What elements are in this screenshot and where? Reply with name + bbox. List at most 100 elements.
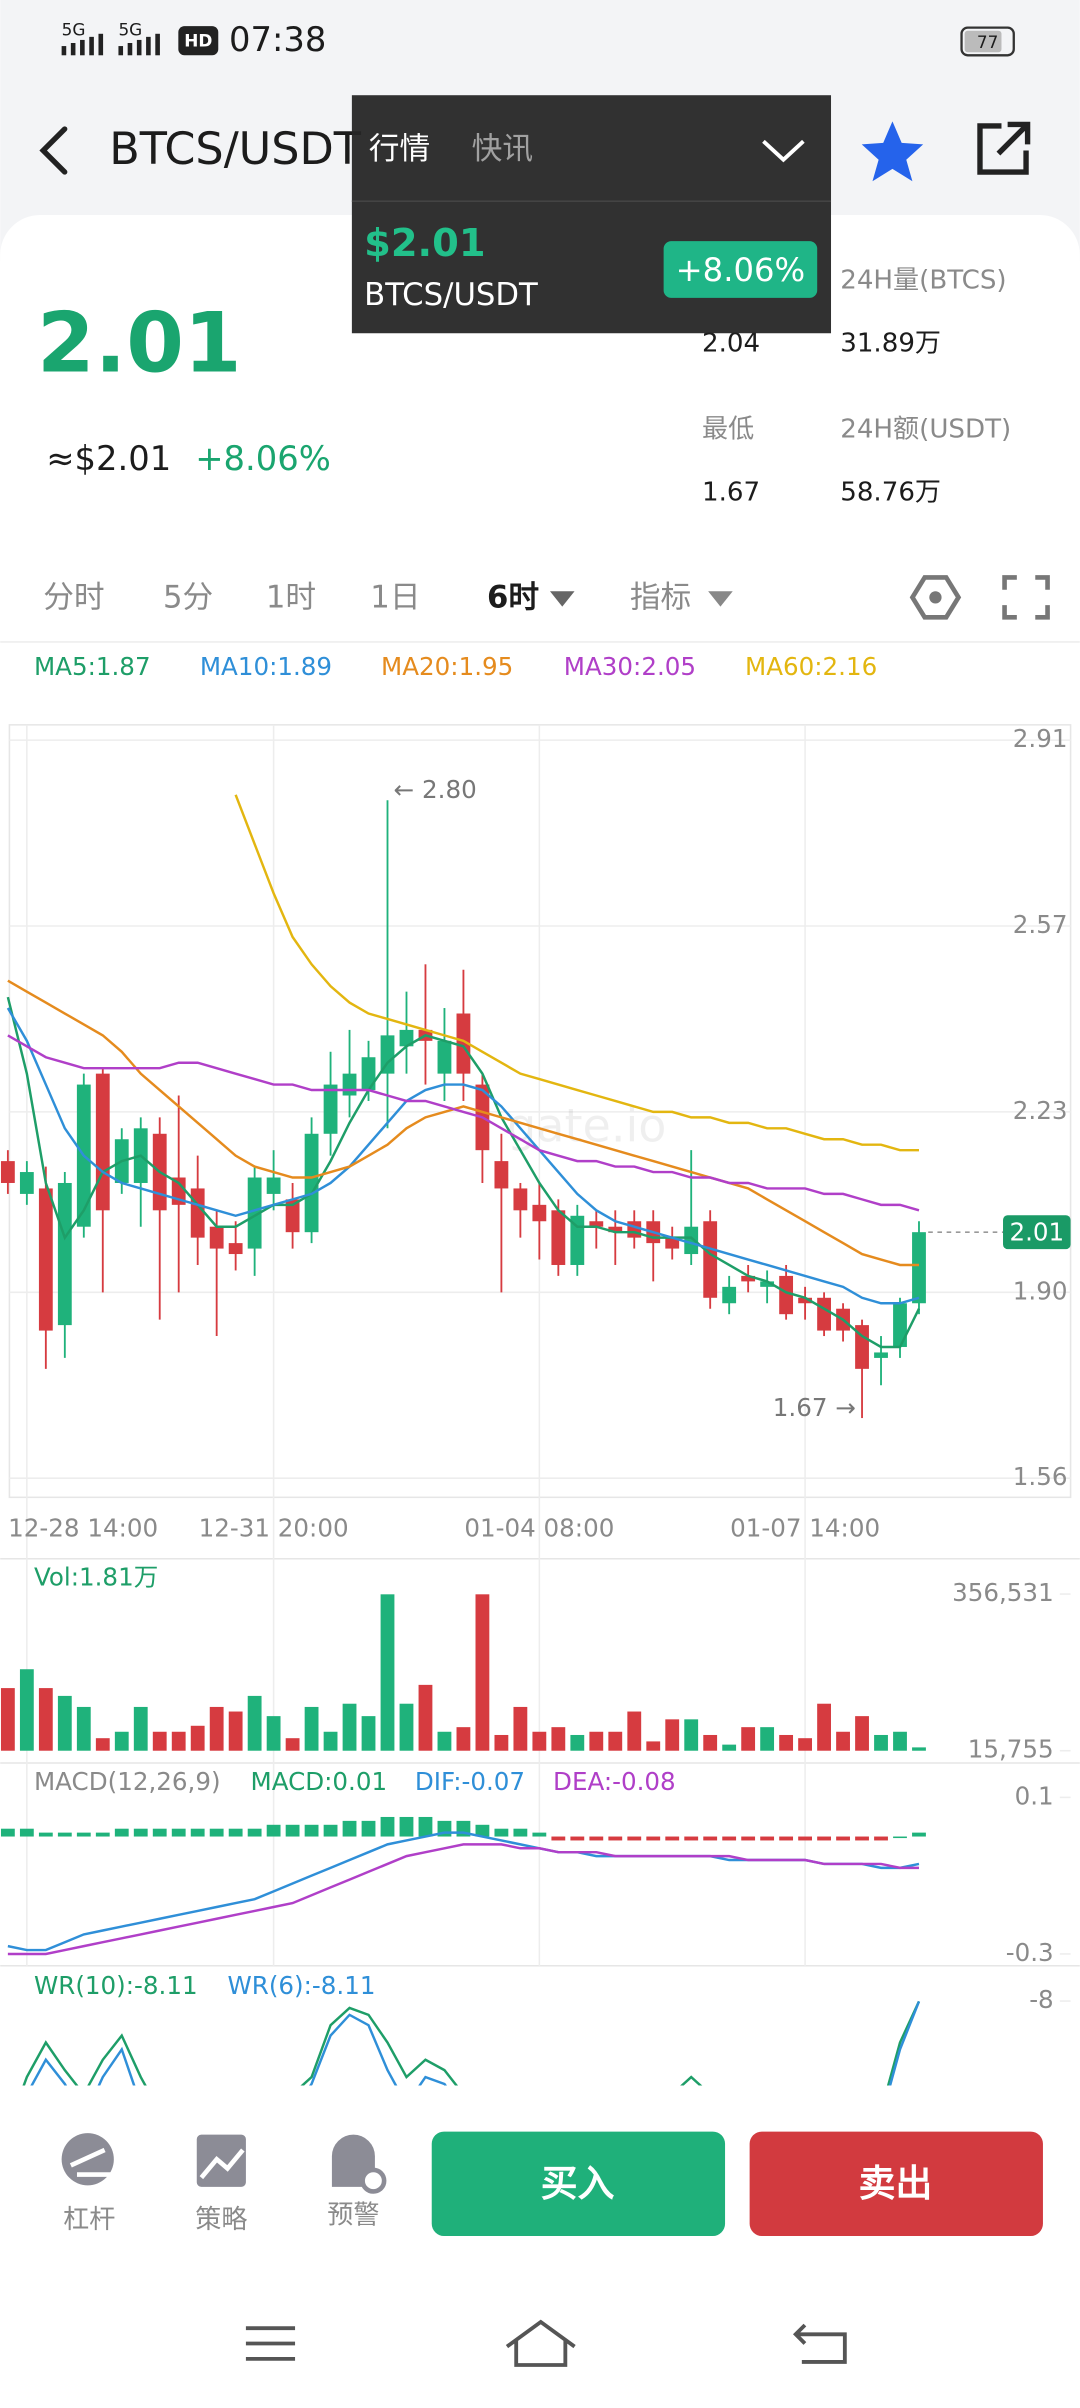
leverage-button[interactable]: 杠杆 <box>61 2133 116 2235</box>
volume-bar <box>722 1744 737 1751</box>
candle-body <box>741 1275 756 1282</box>
volume-bar <box>855 1716 869 1751</box>
strategy-button[interactable]: 策略 <box>195 2134 247 2236</box>
volume-bar <box>779 1734 794 1751</box>
macd-bar <box>95 1832 110 1837</box>
candle-body <box>266 1177 281 1194</box>
settings-icon-dot <box>929 591 942 604</box>
macd-bar <box>912 1832 926 1837</box>
candle-body <box>760 1281 775 1287</box>
interval-tab[interactable]: 1日 <box>370 579 420 615</box>
popup-tab[interactable]: 行情 <box>369 131 430 167</box>
popup-price: $2.01 <box>364 221 485 266</box>
volume-bar <box>627 1711 642 1751</box>
candle-body <box>0 1161 15 1183</box>
quote-popup: 行情 快讯 $2.01 BTCS/USDT +8.06% <box>351 95 832 334</box>
volume-bar <box>209 1706 224 1751</box>
volume-bar <box>703 1734 718 1751</box>
share-button[interactable] <box>977 121 1031 175</box>
macd-bar <box>646 1836 661 1841</box>
panel-title: Vol:1.81万 <box>34 1563 158 1592</box>
battery-level <box>964 30 1002 53</box>
interval-tab-active[interactable]: 6时 <box>487 579 539 615</box>
x-tick-label: 01-07 14:00 <box>730 1514 880 1543</box>
volume-bar <box>190 1725 205 1751</box>
y-tick-label: -0.3 <box>1006 1938 1054 1967</box>
y-tick-label: 1.56 <box>1013 1462 1068 1491</box>
interval-tab[interactable]: 1时 <box>266 579 316 615</box>
volume-bar <box>551 1727 566 1751</box>
macd-bar <box>399 1816 414 1837</box>
macd-bar <box>627 1836 642 1841</box>
candle-body <box>627 1221 642 1238</box>
popup-change-badge <box>663 241 818 298</box>
candle-body <box>912 1232 926 1304</box>
macd-bar <box>0 1828 15 1837</box>
y-tick-label: 15,755 <box>968 1735 1054 1764</box>
macd-bar <box>171 1828 186 1837</box>
buy-button[interactable] <box>431 2131 726 2236</box>
macd-bar <box>779 1836 794 1841</box>
back-key[interactable] <box>792 2323 847 2364</box>
moving-average-line <box>234 794 919 1152</box>
y-tick-label: -8 <box>1029 1985 1054 2014</box>
candle-body <box>798 1297 813 1304</box>
fullscreen-icon[interactable] <box>1002 575 1050 620</box>
legend-entry: WR(10):-8.11 <box>34 1971 198 2000</box>
stat-value: 58.76万 <box>840 477 941 507</box>
stat-label: 最低 <box>702 415 754 445</box>
macd-bar <box>247 1828 262 1837</box>
volume-bar <box>247 1695 262 1751</box>
volume-bar <box>874 1734 888 1751</box>
buy-label: 买入 <box>541 2162 615 2205</box>
macd-bar <box>38 1832 53 1837</box>
candle-body <box>304 1133 319 1233</box>
macd-bar <box>76 1832 91 1837</box>
macd-bar <box>589 1836 604 1841</box>
interval-tab[interactable]: 分时 <box>43 579 104 615</box>
macd-bar <box>570 1836 585 1841</box>
popup-collapse[interactable] <box>762 139 805 163</box>
indicator-tab[interactable]: 指标 <box>630 579 691 615</box>
macd-bar <box>684 1836 699 1841</box>
volume-bar <box>323 1731 338 1751</box>
volume-bar <box>893 1731 907 1751</box>
volume-bar <box>570 1734 585 1751</box>
candle-body <box>608 1226 623 1233</box>
volume-bar <box>399 1703 414 1751</box>
favorite-star[interactable] <box>861 121 924 182</box>
popup-tab[interactable]: 快讯 <box>472 131 533 167</box>
volume-bar <box>760 1727 775 1751</box>
dropdown-arrow <box>549 591 575 607</box>
y-tick-label: 2.57 <box>1013 910 1068 939</box>
menu-key[interactable] <box>245 2326 296 2361</box>
battery <box>960 26 1015 57</box>
volume-bar <box>285 1738 300 1751</box>
volume-bar <box>456 1727 471 1751</box>
candle-body <box>247 1177 262 1249</box>
candle-body <box>703 1221 718 1298</box>
macd-bar <box>513 1828 528 1837</box>
alert-button[interactable]: 预警 <box>327 2134 387 2231</box>
interval-tab[interactable]: 5分 <box>163 579 213 615</box>
volume-bar <box>798 1738 813 1751</box>
macd-bar <box>209 1828 224 1837</box>
settings-icon[interactable] <box>909 575 962 620</box>
popup-change: +8.06% <box>676 251 805 289</box>
macd-bar <box>304 1824 319 1837</box>
y-tick-label: 356,531 <box>952 1578 1054 1607</box>
back-button[interactable] <box>39 126 68 175</box>
legend-entry: MA60:2.16 <box>745 652 877 681</box>
volume-bar <box>608 1731 623 1751</box>
macd-bar <box>494 1828 509 1837</box>
volume-bar <box>76 1706 91 1751</box>
candle-body <box>570 1215 585 1265</box>
legend-entry: WR(6):-8.11 <box>227 1971 375 2000</box>
macd-bar <box>228 1828 243 1837</box>
sell-button[interactable] <box>749 2131 1043 2236</box>
home-key[interactable] <box>505 2319 576 2367</box>
macd-bar <box>893 1836 907 1839</box>
candle-body <box>38 1188 53 1331</box>
moving-average-line <box>7 1034 920 1212</box>
